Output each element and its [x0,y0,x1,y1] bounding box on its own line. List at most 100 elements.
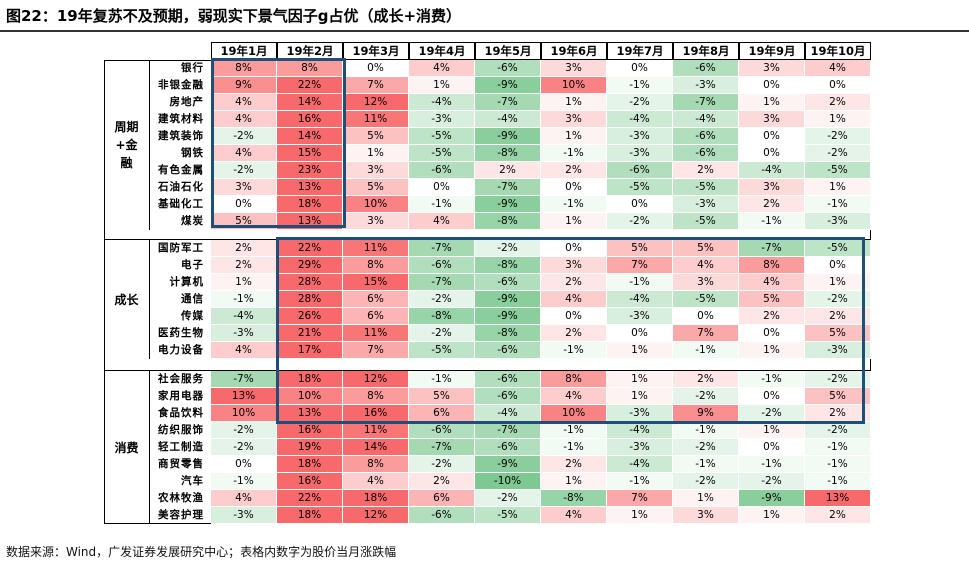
value-cell: 6% [409,490,475,507]
value-cell: -3% [607,145,673,162]
value-cell: 8% [541,371,607,388]
value-cell: -1% [211,473,277,490]
value-cell: 2% [541,456,607,473]
value-cell: -1% [673,422,739,439]
value-cell: 10% [277,388,343,405]
value-cell: 5% [673,240,739,257]
value-cell: 16% [277,422,343,439]
value-cell: -1% [805,473,871,490]
value-cell: -2% [409,291,475,308]
value-cell: -7% [475,179,541,196]
column-header: 19年9月 [739,42,805,60]
value-cell: 0% [409,179,475,196]
value-cell: 5% [343,179,409,196]
value-cell: 9% [211,77,277,94]
value-cell: 22% [277,240,343,257]
chart-title: 图22：19年复苏不及预期，弱现实下景气因子g占优（成长+消费） [6,7,462,25]
value-cell: 1% [409,77,475,94]
value-cell: -9% [475,128,541,145]
value-cell: -5% [409,145,475,162]
value-cell: -6% [409,422,475,439]
value-cell: 1% [607,342,673,359]
value-cell: -9% [739,490,805,507]
value-cell: 0% [739,128,805,145]
value-cell: -1% [673,342,739,359]
column-header: 19年4月 [409,42,475,60]
value-cell: -4% [607,422,673,439]
value-cell: 11% [343,422,409,439]
industry-label: 汽车 [181,475,204,487]
value-cell: 10% [541,405,607,422]
group-label: 成长 [104,240,150,359]
value-cell: 1% [805,179,871,196]
value-cell: 3% [211,179,277,196]
value-cell: 3% [673,274,739,291]
value-cell: 0% [739,77,805,94]
value-cell: -2% [211,422,277,439]
value-cell: 0% [805,77,871,94]
value-cell: 1% [607,371,673,388]
group-label-text: 消费 [114,440,139,455]
value-cell: -2% [739,473,805,490]
value-cell: -2% [475,240,541,257]
value-cell: 16% [277,111,343,128]
industry-label: 石油石化 [158,181,204,193]
value-cell: -1% [607,473,673,490]
value-cell: 7% [607,257,673,274]
value-cell: -3% [607,405,673,422]
value-cell: 26% [277,308,343,325]
value-cell: -8% [475,325,541,342]
value-cell: 8% [277,60,343,77]
value-cell: -5% [409,128,475,145]
value-cell: 13% [805,490,871,507]
value-cell: 2% [805,308,871,325]
value-cell: 8% [343,388,409,405]
value-cell: -6% [409,507,475,524]
value-cell: 2% [541,325,607,342]
value-cell: -1% [607,274,673,291]
value-cell: -3% [211,507,277,524]
value-cell: -6% [475,342,541,359]
value-cell: 1% [343,145,409,162]
value-cell: 5% [211,213,277,230]
value-cell: 1% [805,274,871,291]
value-cell: -3% [607,439,673,456]
value-cell: -7% [409,274,475,291]
value-cell: -1% [673,456,739,473]
value-cell: -1% [541,342,607,359]
value-cell: 3% [541,111,607,128]
value-cell: 22% [277,77,343,94]
value-cell: 10% [343,196,409,213]
value-cell: -2% [211,162,277,179]
value-cell: -2% [475,490,541,507]
value-cell: -5% [673,213,739,230]
column-header: 19年1月 [211,42,277,60]
value-cell: -2% [673,473,739,490]
value-cell: 2% [409,473,475,490]
value-cell: 3% [343,213,409,230]
value-cell: 15% [343,274,409,291]
column-header: 19年2月 [277,42,343,60]
value-cell: 13% [277,405,343,422]
value-cell: 14% [343,439,409,456]
value-cell: -7% [673,94,739,111]
industry-label: 建筑装饰 [158,130,204,142]
value-cell: -1% [541,196,607,213]
value-cell: -7% [409,439,475,456]
value-cell: 4% [211,145,277,162]
value-cell: -6% [673,60,739,77]
industry-label: 非银金融 [158,79,204,91]
industry-label: 计算机 [169,276,204,288]
value-cell: -1% [805,439,871,456]
value-cell: 16% [343,405,409,422]
value-cell: -8% [541,490,607,507]
value-cell: 3% [673,507,739,524]
value-cell: 4% [805,60,871,77]
value-cell: -9% [475,308,541,325]
industry-label: 钢铁 [181,147,204,159]
value-cell: -2% [805,145,871,162]
value-cell: -1% [805,196,871,213]
value-cell: -2% [409,456,475,473]
value-cell: 2% [805,405,871,422]
value-cell: 3% [343,162,409,179]
